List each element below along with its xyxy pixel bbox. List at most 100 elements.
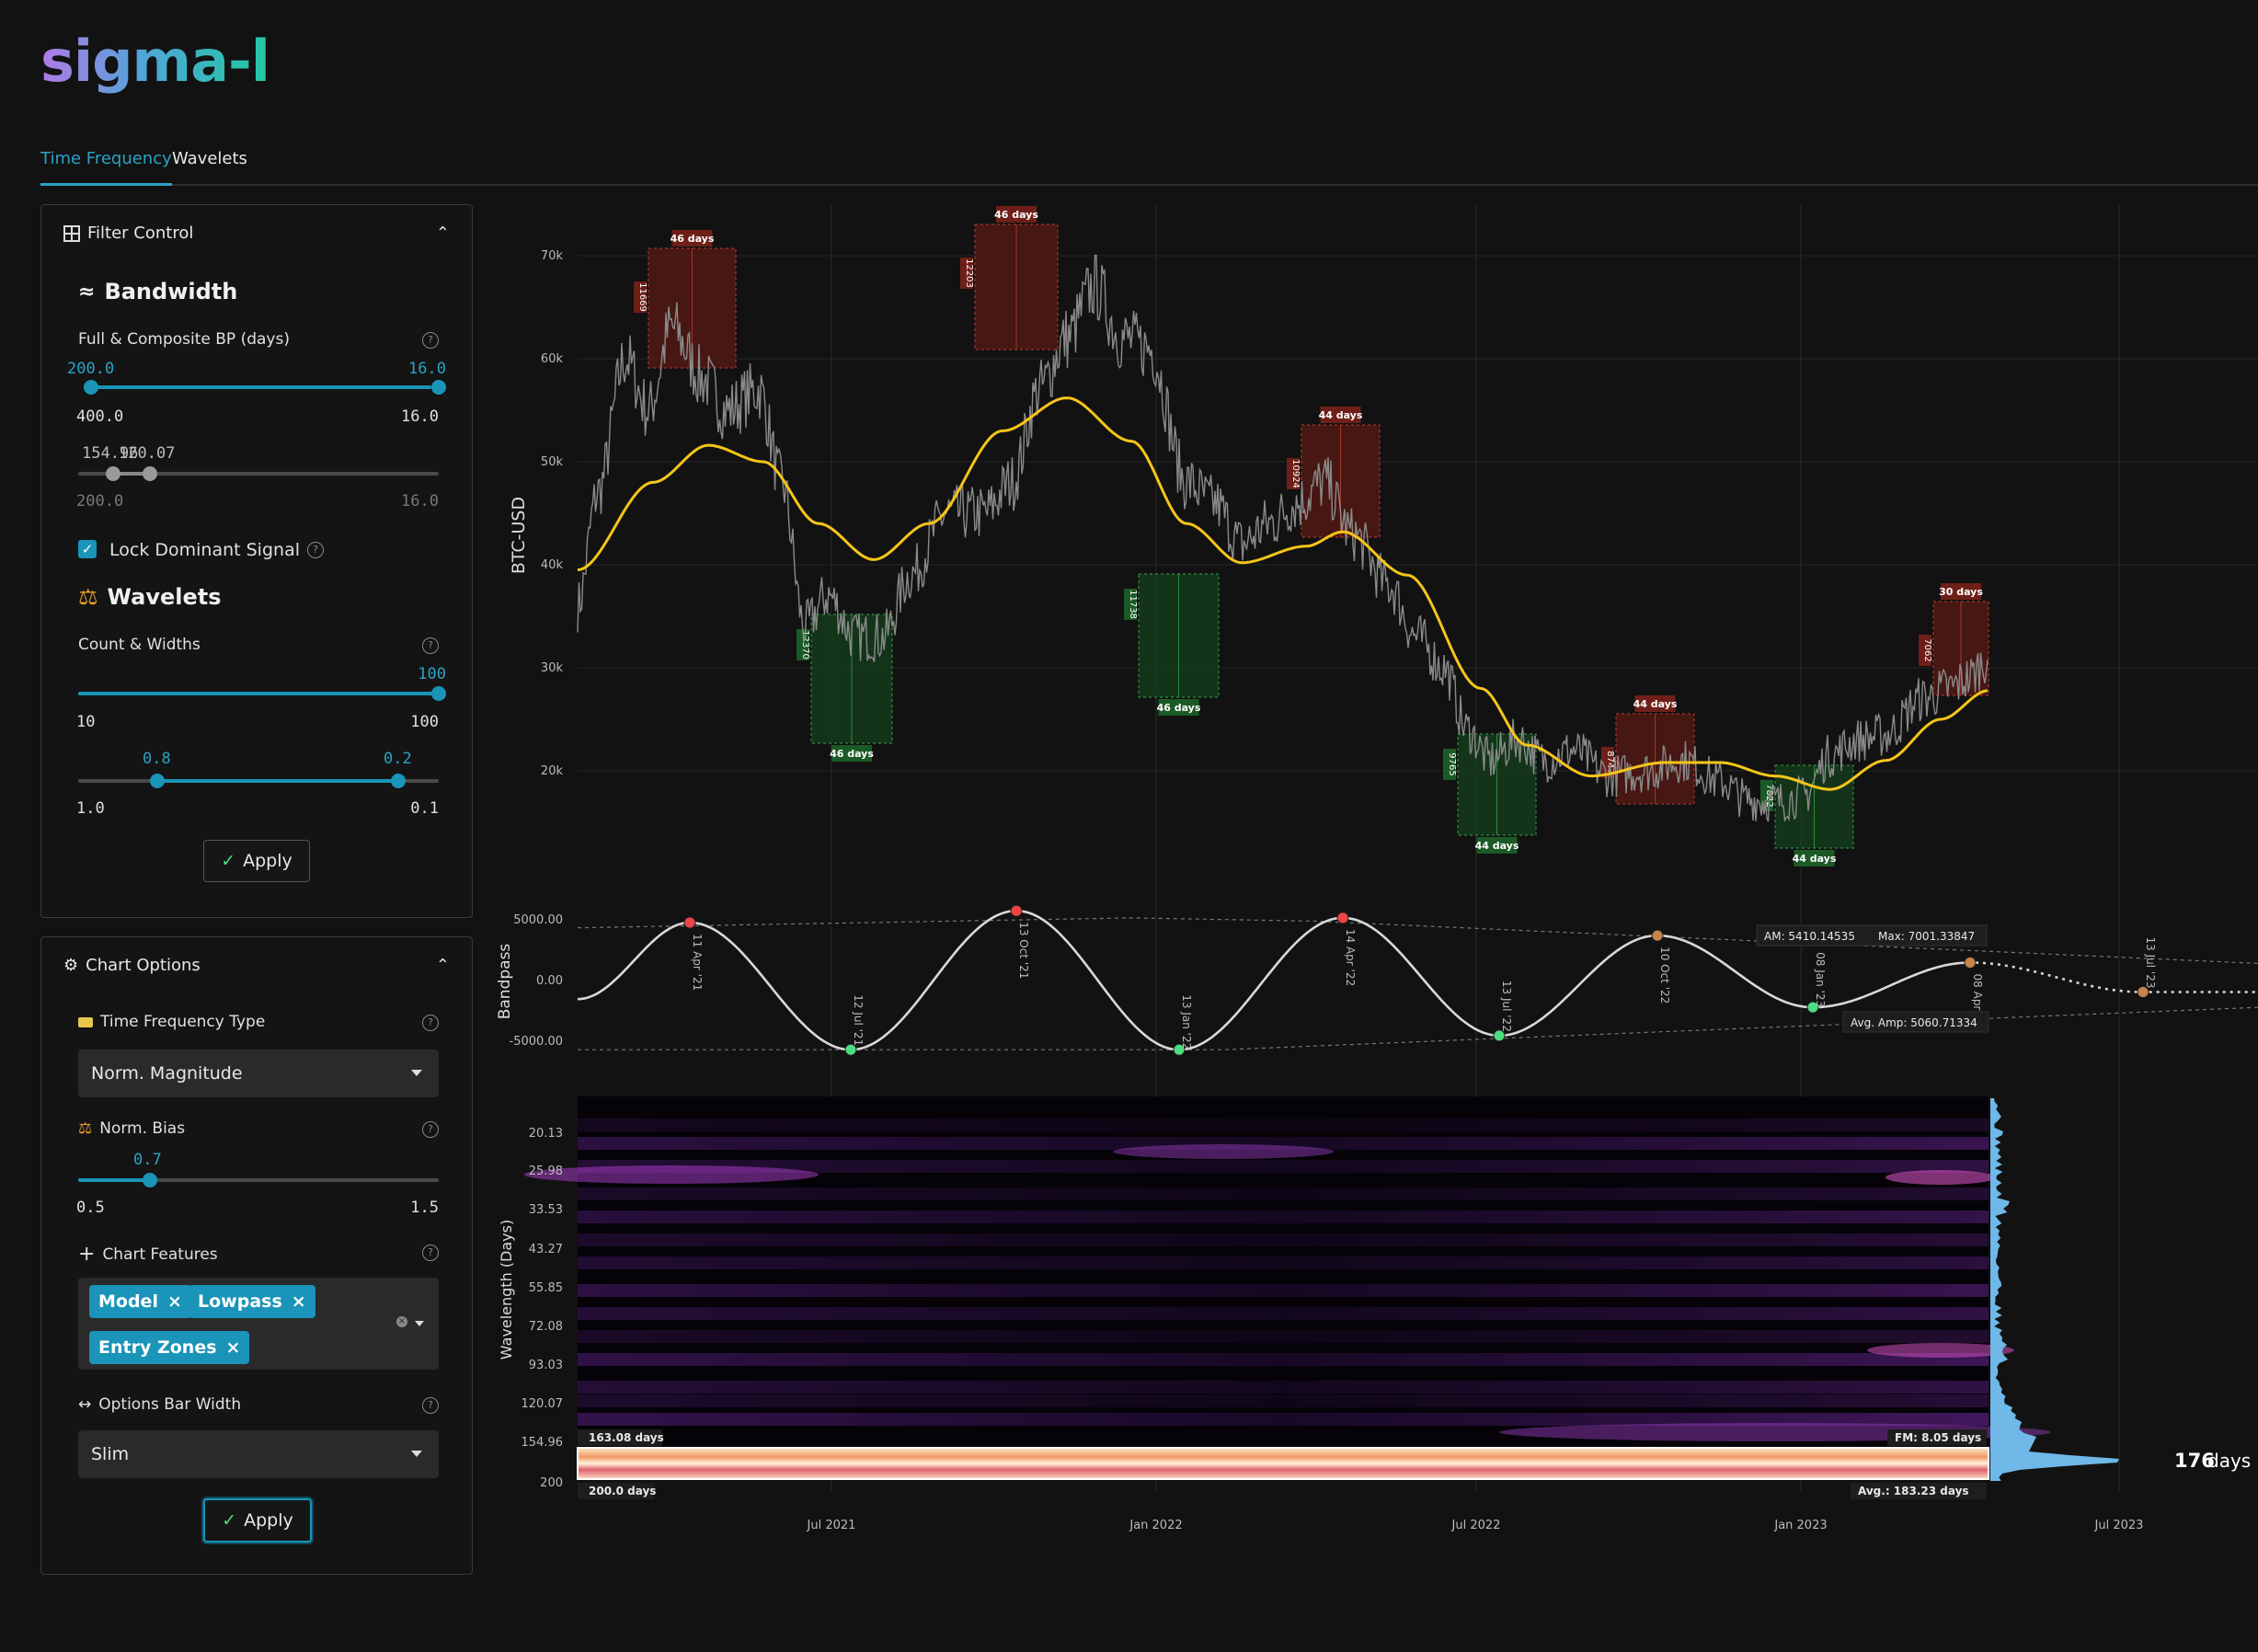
spectrogram-ytick: 72.08 <box>529 1320 563 1334</box>
max-value: Max: 7001.33847 <box>1878 930 1975 943</box>
price-line <box>577 254 1989 823</box>
filter-control-header[interactable]: Filter Control <box>63 224 193 243</box>
zone-duration-label: 46 days <box>994 209 1038 221</box>
bp-low-value: 200.0 <box>67 360 115 378</box>
help-icon[interactable]: ? <box>422 1397 439 1414</box>
wavelets-heading: ⚖ Wavelets <box>78 584 222 610</box>
peak-marker[interactable] <box>1010 904 1023 917</box>
norm-bias-value: 0.7 <box>133 1151 162 1169</box>
chart-options-header[interactable]: ⚙ Chart Options <box>63 956 201 975</box>
tab-time-frequency[interactable]: Time Frequency <box>40 149 172 186</box>
wavelength-histogram <box>1990 1098 2119 1481</box>
bar-width-value: Slim <box>91 1444 130 1464</box>
waves-icon: ≈ <box>78 280 96 304</box>
tab-wavelets[interactable]: Wavelets <box>172 149 247 168</box>
norm-bias-fill <box>78 1178 150 1182</box>
bar-width-select[interactable]: Slim <box>78 1430 439 1478</box>
spectrogram-band <box>578 1353 1989 1366</box>
count-slider-handle[interactable] <box>431 686 446 701</box>
bottom-bound-label: 200.0 days <box>589 1485 656 1497</box>
avg-amp-tooltip: Avg. Amp: 5060.71334 <box>1842 1011 1989 1033</box>
lock-dominant-checkbox[interactable]: ✓ <box>78 540 97 558</box>
bp-high-value: 16.0 <box>408 360 446 378</box>
close-icon[interactable]: × <box>291 1291 306 1312</box>
trough-marker[interactable] <box>1493 1029 1506 1042</box>
spectrogram-band <box>578 1187 1989 1200</box>
zone-duration-label: 44 days <box>1319 409 1363 421</box>
avg-amp-value: Avg. Amp: 5060.71334 <box>1851 1016 1977 1029</box>
am-tooltip: AM: 5410.14535 Max: 7001.33847 <box>1756 924 1988 946</box>
help-icon[interactable]: ? <box>422 637 439 654</box>
dominant-cycle-unit: days <box>2207 1450 2251 1472</box>
help-icon[interactable]: ? <box>422 1245 439 1261</box>
avg-label: Avg.: 183.23 days <box>1858 1485 1969 1497</box>
caret-down-icon[interactable] <box>415 1321 424 1326</box>
width-slider-low-handle[interactable] <box>150 774 165 788</box>
help-icon[interactable]: ? <box>422 1015 439 1031</box>
chevron-up-icon[interactable]: ⌃ <box>435 956 450 975</box>
feature-chip-lowpass[interactable]: Lowpass × <box>189 1285 315 1318</box>
trough-marker[interactable] <box>2137 986 2149 999</box>
peak-marker[interactable] <box>1336 912 1349 924</box>
spectrogram-ytick: 25.98 <box>529 1164 563 1178</box>
x-tick: Jul 2023 <box>2094 1519 2144 1532</box>
fm-tag <box>1887 1429 1987 1446</box>
composite-slider-high-handle[interactable] <box>143 466 157 481</box>
dominant-band <box>578 1448 1989 1479</box>
chart-apply-button[interactable]: ✓ Apply <box>203 1498 312 1543</box>
chart-features-multiselect[interactable]: Model × Lowpass × Entry Zones × × <box>78 1278 439 1370</box>
bp-slider-low-handle[interactable] <box>84 380 98 395</box>
cycle-date-label: 13 Jul '23 <box>2144 937 2157 989</box>
width-slider-high-handle[interactable] <box>391 774 406 788</box>
tf-type-select[interactable]: Norm. Magnitude <box>78 1050 439 1097</box>
zone-duration-label: 30 days <box>1939 586 1983 598</box>
bar-width-label: ↔ Options Bar Width <box>78 1395 242 1414</box>
bp-slider-track[interactable] <box>91 385 431 389</box>
trough-marker[interactable] <box>844 1043 857 1056</box>
bandpass-ytick: 0.00 <box>536 974 563 988</box>
spectrogram-bands <box>524 1119 2051 1441</box>
help-icon[interactable]: ? <box>307 542 324 558</box>
price-ytick: 40k <box>541 558 564 572</box>
price-ytick: 20k <box>541 764 564 778</box>
trough-marker[interactable] <box>1173 1043 1186 1056</box>
peak-marker[interactable] <box>1651 929 1664 942</box>
spectrogram-band <box>578 1394 1989 1407</box>
norm-bias-handle[interactable] <box>143 1173 157 1187</box>
spectrogram-band <box>578 1160 1989 1173</box>
peak-marker[interactable] <box>683 916 696 929</box>
arrows-horizontal-icon: ↔ <box>78 1395 92 1414</box>
help-icon[interactable]: ? <box>422 332 439 349</box>
cycle-date-label: 13 Jan '22 <box>1180 994 1193 1050</box>
zone-duration-label: 44 days <box>1475 840 1519 852</box>
top-bound-tag <box>578 1429 662 1446</box>
close-icon[interactable]: × <box>166 1291 182 1312</box>
caret-down-icon <box>411 1070 422 1076</box>
peak-marker[interactable] <box>1964 957 1977 969</box>
close-icon[interactable]: × <box>225 1337 241 1358</box>
filter-control-panel: Filter Control ⌃ ≈ Bandwidth Full & Comp… <box>40 204 473 918</box>
spectrogram-ytick: 154.96 <box>522 1436 564 1450</box>
count-high-value: 100 <box>418 665 446 683</box>
bandwidth-title: Bandwidth <box>104 279 238 304</box>
composite-slider-low-handle[interactable] <box>106 466 120 481</box>
composite-slider-range <box>113 472 150 476</box>
help-icon[interactable]: ? <box>422 1121 439 1138</box>
composite-slider-track[interactable] <box>78 472 439 476</box>
trough-marker[interactable] <box>1806 1001 1819 1014</box>
cycle-date-label: 11 Apr '21 <box>691 934 704 991</box>
spectrogram-band <box>578 1307 1989 1320</box>
width-slider-range <box>157 779 398 783</box>
feature-chip-entry-zones[interactable]: Entry Zones × <box>89 1331 250 1364</box>
zone-side-value: 12203 <box>964 258 974 288</box>
feature-chip-model[interactable]: Model × <box>89 1285 191 1318</box>
bp-slider-high-handle[interactable] <box>431 380 446 395</box>
filter-apply-button[interactable]: ✓ Apply <box>203 840 310 882</box>
entry-zone-high: 46 days 11669 <box>634 230 737 369</box>
count-slider-track[interactable] <box>78 692 439 695</box>
norm-bias-track[interactable] <box>78 1178 439 1182</box>
price-ytick: 30k <box>541 661 564 675</box>
chart-svg[interactable]: 70k 60k 50k 40k 30k 20k BTC-USD 46 days 1… <box>487 204 2258 1547</box>
chevron-up-icon[interactable]: ⌃ <box>435 224 450 243</box>
clear-icon[interactable]: × <box>396 1316 407 1327</box>
